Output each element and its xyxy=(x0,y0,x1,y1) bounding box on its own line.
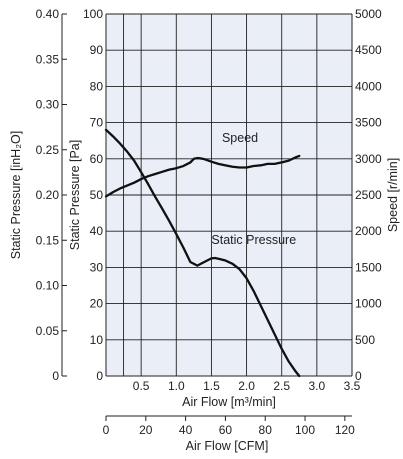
pa-tick-label: 90 xyxy=(90,43,104,57)
speed-tick-label: 1500 xyxy=(355,260,382,274)
speed-tick-label: 1000 xyxy=(355,297,382,311)
m3min-tick-label: 1.0 xyxy=(168,379,185,393)
inh2o-tick-label: 0.30 xyxy=(36,98,60,112)
speed-tick-label: 4500 xyxy=(355,43,382,57)
static-pressure-curve xyxy=(104,128,301,378)
inh2o-tick-label: 0.20 xyxy=(36,188,60,202)
speed-tick-label: 3500 xyxy=(355,116,382,130)
pa-tick-label: 40 xyxy=(90,224,104,238)
pa-tick-label: 70 xyxy=(90,116,104,130)
pa-tick-label: 60 xyxy=(90,152,104,166)
speed-tick-label: 3000 xyxy=(355,152,382,166)
inh2o-tick-label: 0 xyxy=(52,369,59,383)
axes xyxy=(61,13,352,421)
speed-tick-label: 2000 xyxy=(355,224,382,238)
m3min-tick-label: 3.0 xyxy=(309,379,326,393)
m3min-tick-label: 0.5 xyxy=(133,379,150,393)
x-axis-label-cfm: Air Flow [CFM] xyxy=(186,439,269,453)
y-axis-label-inh2o: Static Pressure [inH₂O] xyxy=(9,131,23,260)
pa-tick-label: 100 xyxy=(83,7,103,21)
m3min-tick-label: 1.5 xyxy=(203,379,220,393)
speed-tick-label: 500 xyxy=(355,333,375,347)
x-axis-label-m3min: Air Flow [m³/min] xyxy=(182,395,276,409)
cfm-tick-label: 120 xyxy=(335,423,355,437)
speed-tick-label: 5000 xyxy=(355,7,382,21)
inh2o-tick-label: 0.15 xyxy=(36,233,60,247)
pa-tick-label: 10 xyxy=(90,333,104,347)
cfm-tick-label: 40 xyxy=(179,423,193,437)
speed-tick-label: 0 xyxy=(355,369,362,383)
pa-tick-label: 0 xyxy=(96,369,103,383)
curves xyxy=(104,128,301,378)
inh2o-tick-label: 0.40 xyxy=(36,7,60,21)
m3min-tick-label: 3.5 xyxy=(344,379,361,393)
inh2o-tick-label: 0.05 xyxy=(36,324,60,338)
pa-tick-label: 80 xyxy=(90,79,104,93)
pa-tick-label: 30 xyxy=(90,260,104,274)
m3min-tick-label: 2.5 xyxy=(273,379,290,393)
static-pressure-curve-label: Static Pressure xyxy=(211,233,296,247)
cfm-tick-label: 60 xyxy=(219,423,233,437)
y-axis-label-speed: Speed [r/min] xyxy=(386,158,400,232)
tick-labels: 0 0.05 0.10 0.15 0.20 0.25 0.30 0.35 0.40 0 10 20 30… xyxy=(36,7,382,437)
cfm-tick-label: 80 xyxy=(259,423,273,437)
speed-tick-label: 2500 xyxy=(355,188,382,202)
cfm-tick-label: 0 xyxy=(103,423,110,437)
inh2o-tick-label: 0.25 xyxy=(36,143,60,157)
gridlines xyxy=(105,13,353,377)
cfm-tick-label: 20 xyxy=(139,423,153,437)
pa-tick-label: 50 xyxy=(90,188,104,202)
speed-tick-label: 4000 xyxy=(355,79,382,93)
pa-tick-label: 20 xyxy=(90,297,104,311)
speed-curve-label: Speed xyxy=(222,131,258,145)
speed-curve xyxy=(104,154,301,198)
m3min-tick-label: 2.0 xyxy=(238,379,255,393)
inh2o-tick-label: 0.35 xyxy=(36,52,60,66)
inh2o-tick-label: 0.10 xyxy=(36,279,60,293)
cfm-tick-label: 100 xyxy=(295,423,315,437)
y-axis-label-pa: Static Pressure [Pa] xyxy=(68,140,82,250)
